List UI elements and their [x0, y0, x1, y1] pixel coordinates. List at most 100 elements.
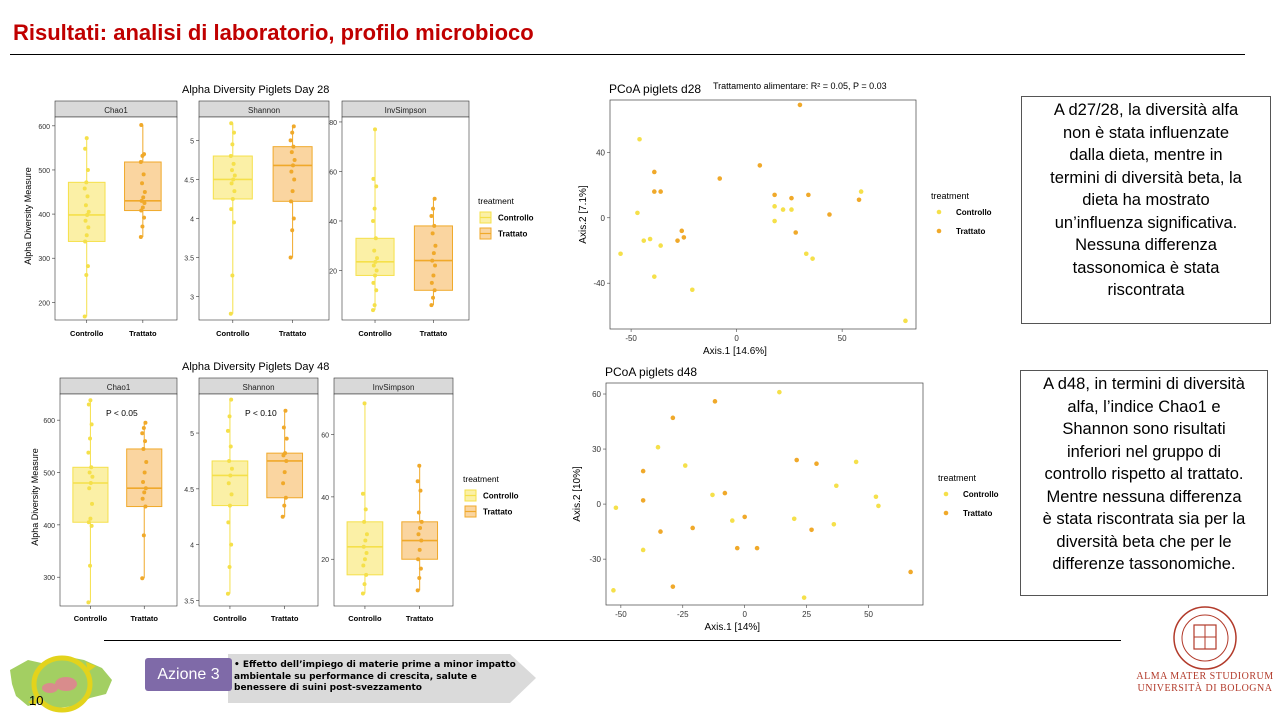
data-point: [429, 214, 434, 219]
y-tick-label: 40: [329, 219, 337, 226]
data-point: [225, 591, 230, 596]
data-point: [374, 268, 379, 273]
summary-line: non è stata influenzate: [1062, 123, 1230, 142]
university-seal-icon: [1173, 606, 1237, 670]
scatter-point: [794, 457, 799, 463]
x-tick-label: -50: [615, 610, 627, 619]
data-point: [85, 264, 90, 269]
summary-box-d48: A d48, in termini di diversità alfa, l’in…: [1020, 370, 1268, 596]
summary-line: Shannon sono risultati: [1062, 420, 1226, 438]
scatter-point: [635, 210, 640, 216]
data-point: [227, 414, 232, 419]
data-point: [142, 215, 147, 220]
legend-label: Controllo: [498, 214, 534, 223]
data-point: [232, 220, 236, 225]
y-tick-label: 500: [43, 471, 55, 478]
facet-label: Shannon: [242, 383, 274, 392]
data-point: [280, 514, 285, 519]
data-point: [360, 591, 365, 596]
scatter-point: [793, 230, 799, 235]
scatter-point: [710, 492, 715, 498]
data-point: [289, 169, 294, 174]
university-logo: ALMA MATER STUDIORUM UNIVERSITÀ DI BOLOG…: [1135, 605, 1275, 695]
scatter-point: [637, 136, 642, 142]
legend-title: treatment: [478, 196, 515, 206]
data-point: [141, 195, 146, 200]
data-point: [229, 466, 234, 471]
data-point: [283, 495, 288, 500]
y-tick-label: 60: [592, 390, 601, 399]
scatter-point: [772, 218, 777, 224]
x-tick-label: 0: [742, 610, 747, 619]
scatter-point: [803, 251, 809, 257]
data-point: [232, 173, 237, 178]
data-point: [90, 501, 95, 506]
data-point: [363, 507, 368, 512]
data-point: [292, 157, 297, 162]
stats-annotation: Trattamento alimentare: R² = 0.05, P = 0…: [713, 81, 887, 91]
legend-key: [943, 491, 949, 497]
summary-line: controllo rispetto al trattato.: [1044, 465, 1244, 483]
scatter-point: [772, 204, 777, 209]
scatter-point: [791, 516, 797, 522]
data-point: [227, 458, 232, 463]
y-tick-label: 3.5: [184, 256, 194, 263]
summary-line: Mentre nessuna differenza: [1046, 487, 1242, 506]
data-point: [371, 308, 376, 313]
scatter-point: [827, 212, 832, 217]
data-point: [418, 488, 423, 493]
scatter-point: [831, 521, 837, 527]
scatter-point: [618, 251, 623, 257]
scatter-point: [655, 444, 661, 450]
azione-badge: Azione 3: [145, 658, 232, 691]
scatter-point: [734, 545, 740, 551]
scatter-point: [640, 547, 646, 553]
scatter-point: [722, 490, 728, 496]
scatter-point: [797, 102, 803, 108]
chart-title: PCoA piglets d48: [605, 365, 697, 379]
data-point: [373, 273, 378, 278]
scatter-point: [658, 529, 663, 534]
scatter-point: [810, 256, 815, 261]
p-value-annotation: P < 0.05: [106, 408, 138, 418]
x-tick-label: Trattato: [271, 614, 299, 623]
scatter-point: [670, 584, 676, 589]
x-tick-label: 50: [864, 610, 873, 619]
data-point: [89, 422, 94, 427]
data-point: [88, 480, 93, 485]
data-point: [290, 189, 295, 194]
scatter-point: [613, 505, 619, 511]
scatter-point: [652, 169, 657, 175]
data-point: [229, 397, 234, 402]
data-point: [429, 303, 434, 308]
data-point: [229, 121, 234, 126]
data-point: [226, 481, 231, 486]
scatter-point: [834, 483, 839, 489]
data-point: [371, 218, 376, 223]
data-point: [429, 280, 434, 285]
data-point: [283, 451, 288, 456]
y-axis-label: Alpha Diversity Measure: [23, 167, 33, 265]
data-point: [372, 303, 377, 308]
y-axis-label: Axis.2 [7.1%]: [578, 185, 589, 244]
data-point: [291, 124, 296, 129]
data-point: [374, 288, 379, 293]
data-point: [140, 205, 145, 210]
data-point: [281, 481, 286, 486]
data-point: [82, 314, 87, 319]
legend-label: Controllo: [963, 490, 999, 499]
data-point: [142, 152, 147, 157]
data-point: [141, 533, 146, 538]
y-axis-label: Axis.2 [10%]: [572, 466, 583, 522]
data-point: [139, 198, 144, 203]
legend-title: treatment: [938, 473, 977, 483]
data-point: [362, 401, 367, 406]
data-point: [138, 160, 143, 165]
data-point: [144, 460, 149, 465]
facet-label: Chao1: [107, 383, 131, 392]
data-point: [225, 428, 230, 433]
data-point: [288, 255, 293, 260]
y-tick-label: 0: [597, 500, 602, 509]
data-point: [371, 176, 376, 181]
x-tick-label: 50: [838, 334, 847, 343]
